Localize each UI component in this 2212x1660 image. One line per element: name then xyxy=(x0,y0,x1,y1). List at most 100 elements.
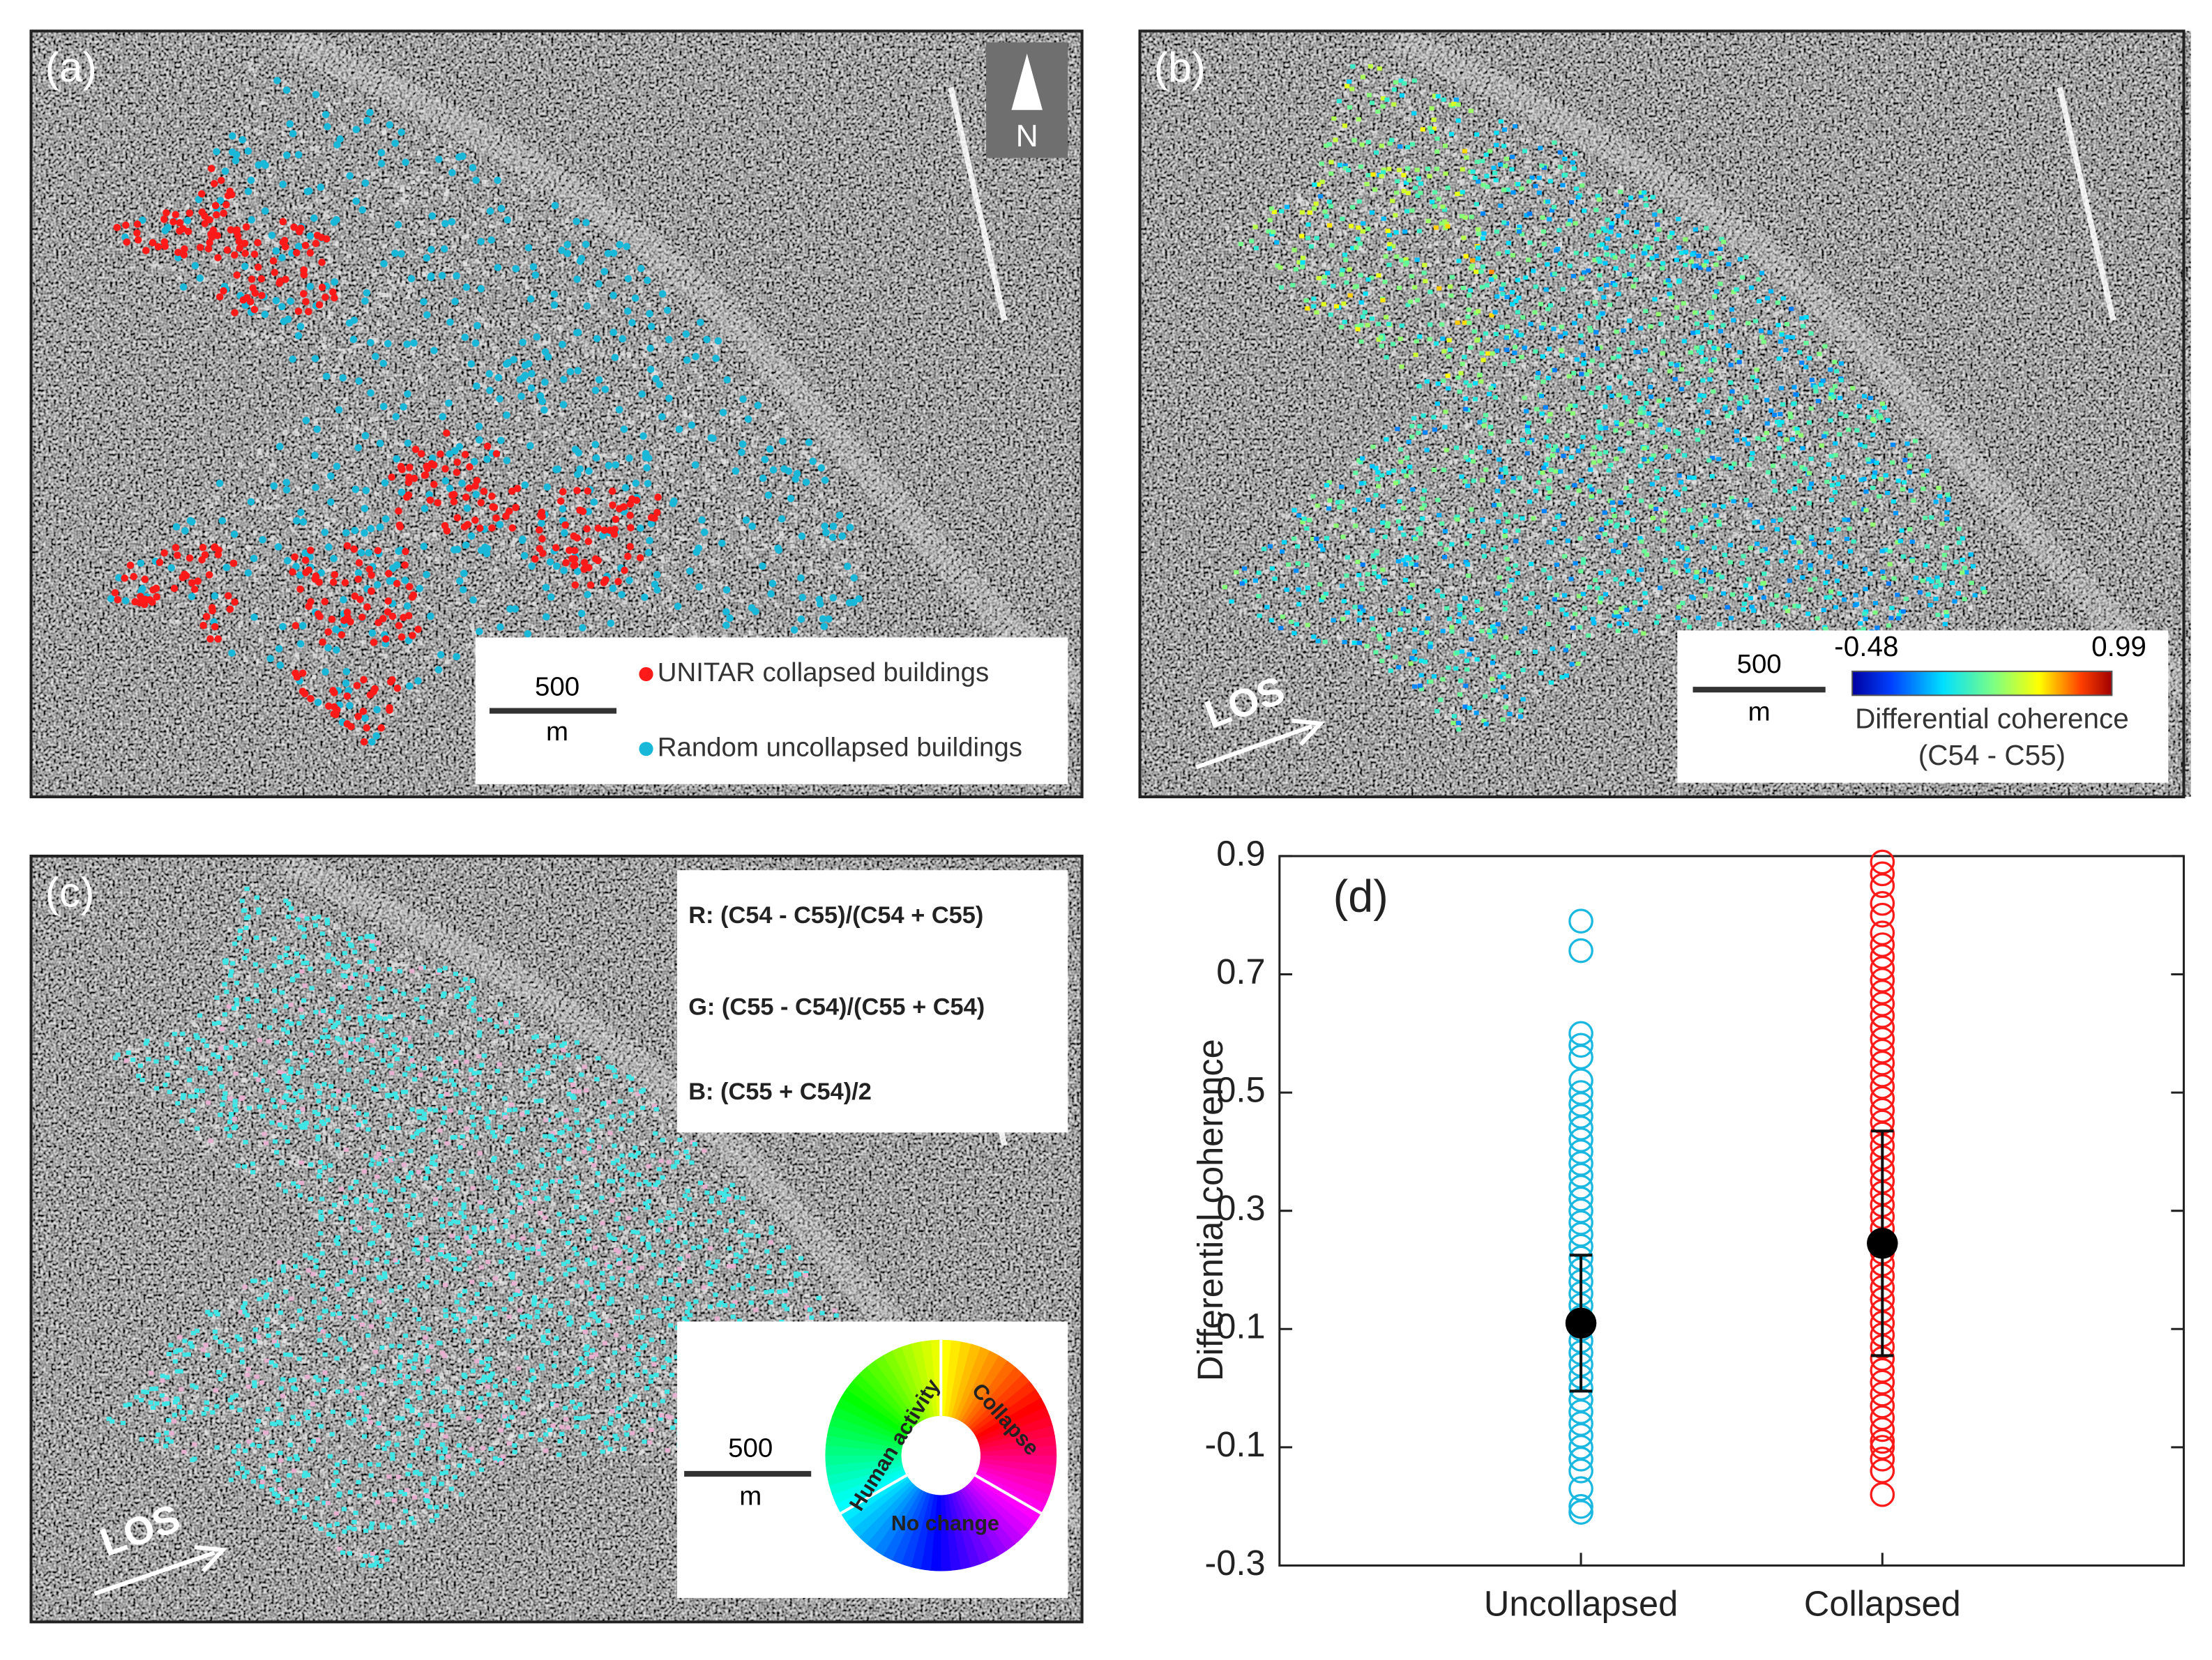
coherence-dot xyxy=(1682,618,1688,623)
coherence-dot xyxy=(1834,579,1840,584)
coherence-dot xyxy=(1474,269,1479,274)
urban-speckle xyxy=(1700,388,1705,393)
urban-speckle xyxy=(681,1233,685,1238)
building-dot xyxy=(538,397,547,405)
building-dot xyxy=(210,180,218,188)
urban-speckle xyxy=(1858,521,1863,526)
coherence-dot xyxy=(1780,296,1786,300)
urban-speckle xyxy=(407,289,412,294)
coherence-dot xyxy=(1376,634,1382,639)
coherence-dot xyxy=(1779,332,1785,337)
urban-speckle xyxy=(268,469,273,474)
urban-speckle xyxy=(1445,415,1450,420)
coherence-dot xyxy=(1393,80,1399,85)
coherence-dot xyxy=(1635,349,1641,354)
coherence-dot xyxy=(1423,279,1428,284)
building-dot xyxy=(647,513,656,521)
urban-speckle xyxy=(391,1435,396,1440)
coherence-dot xyxy=(1462,595,1467,600)
coherence-dot xyxy=(1780,454,1786,459)
urban-speckle xyxy=(1919,542,1924,547)
urban-speckle xyxy=(1337,231,1342,236)
urban-speckle xyxy=(478,1311,483,1316)
building-dot xyxy=(330,218,338,227)
urban-speckle xyxy=(510,542,515,547)
urban-speckle xyxy=(358,326,363,331)
urban-speckle xyxy=(1688,365,1693,370)
coherence-dot xyxy=(1885,418,1891,422)
urban-speckle xyxy=(705,497,710,502)
urban-speckle xyxy=(1520,466,1525,471)
urban-speckle xyxy=(1932,619,1937,624)
urban-speckle xyxy=(327,568,332,572)
coherence-dot xyxy=(1944,609,1949,614)
coherence-dot xyxy=(1339,584,1345,588)
coherence-dot xyxy=(1409,142,1416,146)
coherence-dot xyxy=(1413,185,1418,190)
building-dot xyxy=(402,547,409,556)
coherence-dot xyxy=(1695,330,1701,335)
building-dot xyxy=(250,554,258,563)
urban-speckle xyxy=(1732,410,1736,415)
coherence-dot xyxy=(1896,613,1902,618)
coherence-dot xyxy=(1591,445,1597,450)
urban-speckle xyxy=(1553,552,1558,557)
building-dot xyxy=(214,551,222,558)
urban-speckle xyxy=(1344,614,1349,618)
urban-speckle xyxy=(630,1113,635,1118)
building-dot xyxy=(512,503,520,512)
coherence-dot xyxy=(1791,385,1797,390)
urban-speckle xyxy=(390,272,395,277)
coherence-dot xyxy=(1397,526,1403,531)
building-dot xyxy=(503,457,511,464)
coherence-dot xyxy=(1725,413,1730,418)
coherence-dot xyxy=(1481,423,1487,428)
coherence-dot xyxy=(1538,302,1544,307)
coherence-dot xyxy=(1542,165,1547,170)
urban-speckle xyxy=(743,635,748,640)
building-dot xyxy=(632,479,640,487)
building-dot xyxy=(573,218,580,225)
urban-speckle xyxy=(855,565,860,570)
urban-speckle xyxy=(1373,312,1378,317)
building-dot xyxy=(205,571,213,579)
coherence-dot xyxy=(1416,176,1421,181)
coherence-dot xyxy=(1674,257,1679,262)
urban-speckle xyxy=(387,280,392,285)
coherence-dot xyxy=(1434,136,1440,141)
panel-label: (b) xyxy=(1154,43,1206,91)
urban-speckle xyxy=(407,284,411,289)
building-dot xyxy=(298,622,307,630)
coherence-dot xyxy=(1529,561,1534,566)
urban-speckle xyxy=(253,192,258,197)
urban-speckle xyxy=(1545,137,1550,142)
urban-speckle xyxy=(1831,537,1836,542)
coherence-dot xyxy=(1764,296,1770,300)
building-dot xyxy=(367,389,374,397)
urban-speckle xyxy=(294,432,299,436)
coherence-dot xyxy=(1356,458,1362,463)
coherence-dot xyxy=(1360,75,1365,79)
urban-speckle xyxy=(1770,422,1775,427)
coherence-dot xyxy=(1679,545,1685,549)
urban-speckle xyxy=(523,1203,529,1208)
coherence-dot xyxy=(1444,606,1450,611)
coherence-dot xyxy=(1782,605,1788,610)
urban-speckle xyxy=(1722,383,1727,388)
coherence-dot xyxy=(1644,552,1649,557)
coherence-dot xyxy=(1683,250,1688,254)
urban-speckle xyxy=(376,1412,381,1417)
building-dot xyxy=(292,249,301,257)
building-dot xyxy=(470,457,478,466)
coherence-dot xyxy=(1379,658,1385,663)
coherence-dot xyxy=(1340,268,1345,273)
coherence-dot xyxy=(1826,540,1831,545)
urban-speckle xyxy=(1667,600,1672,605)
urban-speckle xyxy=(251,505,256,510)
urban-speckle xyxy=(435,1213,440,1218)
coherence-dot xyxy=(1357,611,1363,616)
urban-speckle xyxy=(334,146,339,151)
urban-speckle xyxy=(1741,271,1745,276)
coherence-dot xyxy=(1431,117,1437,122)
urban-speckle xyxy=(1937,589,1941,594)
